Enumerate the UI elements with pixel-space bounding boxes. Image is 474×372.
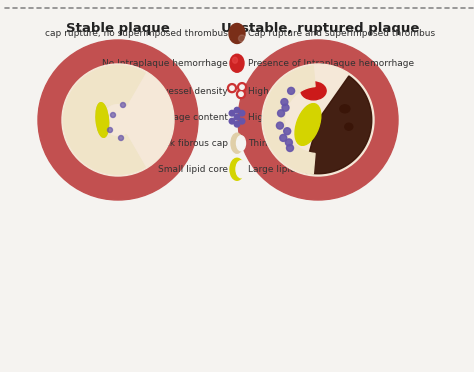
Ellipse shape — [237, 136, 246, 151]
Circle shape — [284, 128, 291, 135]
Circle shape — [239, 110, 245, 116]
Text: Presence of Intraplaque hemorrhage: Presence of Intraplaque hemorrhage — [248, 59, 414, 68]
Ellipse shape — [340, 105, 350, 113]
Circle shape — [262, 64, 374, 176]
Polygon shape — [64, 66, 145, 174]
Text: Low microvessel density: Low microvessel density — [117, 87, 228, 96]
Ellipse shape — [231, 133, 243, 153]
Ellipse shape — [233, 57, 237, 63]
Text: Low macrophage content: Low macrophage content — [113, 113, 228, 122]
Circle shape — [237, 83, 246, 92]
Circle shape — [234, 108, 240, 113]
Text: cap rupture, no superimposed thrombus: cap rupture, no superimposed thrombus — [45, 29, 228, 38]
Ellipse shape — [96, 103, 109, 137]
Circle shape — [234, 121, 240, 127]
Circle shape — [230, 86, 234, 90]
Ellipse shape — [230, 54, 244, 72]
Circle shape — [276, 122, 283, 129]
Text: Thin fibrous cap: Thin fibrous cap — [248, 139, 320, 148]
Polygon shape — [304, 76, 372, 174]
Circle shape — [62, 64, 174, 176]
Circle shape — [229, 110, 235, 116]
Circle shape — [239, 92, 243, 96]
Text: Small lipid core: Small lipid core — [158, 165, 228, 174]
Circle shape — [278, 110, 284, 117]
Ellipse shape — [236, 161, 246, 178]
Circle shape — [234, 114, 240, 120]
Text: Cap rupture and superimposed thrombus: Cap rupture and superimposed thrombus — [248, 29, 435, 38]
Circle shape — [238, 40, 398, 200]
Ellipse shape — [295, 104, 321, 145]
Circle shape — [282, 104, 289, 111]
Circle shape — [38, 40, 198, 200]
Ellipse shape — [238, 35, 246, 42]
Text: Unstable, ruptured plaque: Unstable, ruptured plaque — [221, 22, 419, 35]
Circle shape — [118, 135, 124, 141]
Ellipse shape — [301, 82, 326, 100]
Polygon shape — [264, 66, 315, 174]
Text: Thick fibrous cap: Thick fibrous cap — [151, 139, 228, 148]
Circle shape — [239, 118, 245, 124]
Circle shape — [108, 128, 112, 132]
Ellipse shape — [229, 23, 245, 44]
Circle shape — [229, 118, 235, 124]
Text: Stable plaque: Stable plaque — [66, 22, 170, 35]
Circle shape — [237, 90, 246, 99]
Circle shape — [286, 144, 293, 151]
Text: High macrophage content: High macrophage content — [248, 113, 366, 122]
Circle shape — [281, 99, 288, 106]
Ellipse shape — [345, 123, 353, 130]
Text: No Intraplaque hemorrhage: No Intraplaque hemorrhage — [102, 59, 228, 68]
Circle shape — [280, 134, 287, 141]
Ellipse shape — [96, 103, 109, 137]
Circle shape — [285, 139, 292, 146]
Text: Large lipid core: Large lipid core — [248, 165, 318, 174]
Circle shape — [288, 87, 295, 94]
Circle shape — [110, 112, 116, 118]
Text: High microvessel density: High microvessel density — [248, 87, 362, 96]
Circle shape — [120, 103, 126, 108]
Ellipse shape — [230, 158, 244, 180]
Circle shape — [228, 84, 237, 93]
Circle shape — [240, 85, 244, 89]
